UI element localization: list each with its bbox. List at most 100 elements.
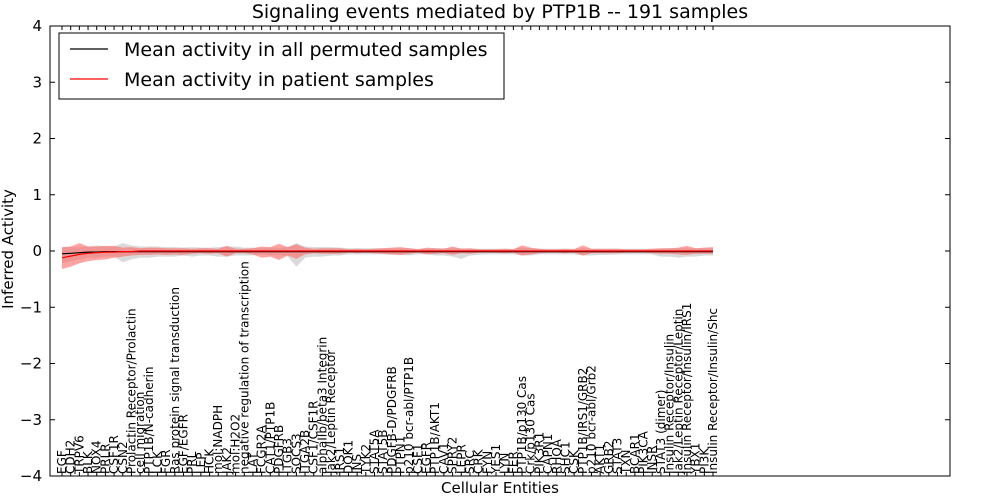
x-tick-label: mol:H2O2 [229, 414, 243, 474]
x-tick-label: FYN [480, 451, 494, 474]
x-tick-label: p210 bcr-abl/Grb2 [585, 365, 599, 474]
legend-label-permuted: Mean activity in all permuted samples [124, 39, 487, 61]
y-tick-label: 2 [32, 130, 42, 148]
y-tick-label: −1 [20, 298, 42, 316]
x-tick-label: TRPV6 [72, 435, 86, 475]
x-tick-label: PTP1B/N-cadherin [142, 367, 156, 474]
x-tick-label: LCK [151, 450, 165, 474]
x-tick-label: PTP1B/p130 Cas [515, 376, 529, 474]
x-tick-label: Prolactin Receptor/Prolactin [124, 308, 138, 474]
x-tick-label: TXN [619, 449, 633, 475]
x-tick-label: FER [506, 451, 520, 474]
y-tick-label: −3 [20, 411, 42, 429]
x-tick-label: alphaIIb/beta3 Integrin [315, 337, 329, 474]
spread-bands [62, 243, 713, 269]
x-tick-label: BLK [81, 450, 95, 474]
x-tick-label: SPRY2 [446, 437, 460, 474]
x-tick-label: PRLR [98, 443, 112, 474]
x-tick-label: FGR [159, 449, 173, 474]
x-tick-label: PRL [185, 451, 199, 474]
x-tick-label: LYN [498, 453, 512, 474]
y-tick-label: −4 [20, 467, 42, 485]
x-tick-label: p210 bcr-abl/PTP1B [402, 357, 416, 474]
x-tick-label: PIK3R1 [532, 432, 546, 474]
x-tick-label: BCAR1 [628, 433, 642, 474]
x-tick-label: Jak2/Leptin Receptor [324, 350, 338, 475]
x-tick-label: INSR [645, 446, 659, 474]
x-tick-label: CAPN1 [541, 434, 555, 474]
x-tick-label: PDGFRB [272, 425, 286, 474]
x-tick-label: CSF1R [107, 435, 121, 474]
x-tick-label: Ras protein signal transduction [168, 287, 182, 474]
x-axis-label: Cellular Entities [441, 479, 559, 497]
x-tick-label: PTP1B/AKT1 [428, 402, 442, 474]
x-tick-label: INS [350, 454, 364, 474]
x-tick-label: CDH2 [64, 440, 78, 474]
x-tick-label: PTPN1 [394, 436, 408, 474]
y-tick-label: 1 [32, 186, 42, 204]
x-tick-label: HCK [203, 448, 217, 474]
x-tick-label: STAT5B [376, 430, 390, 475]
x-tick-label: TYK2 [359, 444, 373, 475]
x-tick-label: EGF [55, 450, 69, 474]
x-tick-label: IRS1 [333, 447, 347, 474]
legend-label-patient: Mean activity in patient samples [124, 69, 434, 91]
x-tick-label: LEPR [454, 444, 468, 474]
x-tick-label: CSK [567, 449, 581, 474]
x-tick-label: cell migration [133, 392, 147, 474]
x-tick-label: CAV1 [437, 442, 451, 474]
x-tick-label: AKT1 [593, 444, 607, 474]
y-ticks: 4 3 2 1 0 −1 −2 −3 −4 [20, 17, 950, 485]
series-lines [61, 250, 713, 259]
x-tick-label: ITGA2B [298, 430, 312, 474]
x-tick-label: PI3K [697, 447, 711, 474]
x-tick-label: PTP1B/IRS1/GRB2 [576, 368, 590, 474]
x-tick-label: negative regulation of transcription [237, 261, 251, 474]
x-tick-label: JAK2 [220, 447, 234, 475]
y-tick-label: −2 [20, 355, 42, 373]
x-ticks: EGFCDH2TRPV6BLKNOX4PRLRCSF1RCSN2Prolacti… [55, 26, 720, 476]
x-tick-label: CAT1/PTP1B [263, 402, 277, 474]
x-tick-label: LEP [194, 452, 208, 474]
x-tick-label: YBX1 [689, 443, 703, 475]
x-tick-label: Insulin Receptor/Insulin/IRS1 [680, 303, 694, 474]
x-tick-label: EGF/EGFR [177, 414, 191, 474]
legend-box [58, 32, 505, 100]
x-tick-label: Crk/p130 Cas [524, 393, 538, 474]
x-tick-label: DOK1 [341, 440, 355, 474]
x-tick-label: CSF1/CSF1R [307, 401, 321, 474]
legend: Mean activity in all permuted samples Me… [58, 32, 505, 100]
x-tick-label: PIK3CA [637, 430, 651, 474]
x-tick-label: GRB2 [602, 440, 616, 474]
x-tick-label: CSF1 [411, 443, 425, 474]
x-tick-label: NOX4 [90, 440, 104, 474]
chart-title: Signaling events mediated by PTP1B -- 19… [252, 1, 748, 23]
x-tick-label: CSN2 [116, 441, 130, 474]
x-tick-label: SRC [463, 450, 477, 474]
x-tick-label: STAT3 (dimer) [654, 390, 668, 474]
x-tick-label: STAT3 [611, 438, 625, 474]
series-line-patient [61, 250, 713, 259]
x-tick-label: PDGFB-D/PDGFRB [385, 366, 399, 474]
x-tick-label: SHC1 [558, 441, 572, 474]
plot-frame [49, 25, 951, 477]
x-tick-label: Insulin Receptor/Insulin/Shc [706, 308, 720, 474]
x-tick-label: FCGR2A [255, 424, 269, 474]
x-tick-label: STAT5A [368, 429, 382, 474]
x-tick-label: EGFR [420, 442, 434, 474]
y-axis-label: Inferred Activity [0, 189, 17, 309]
x-tick-label: mol:NADPH [211, 405, 225, 474]
band-permuted [62, 243, 713, 267]
x-tick-label: YES1 [489, 444, 503, 475]
y-tick-label: 3 [32, 73, 42, 91]
y-tick-label: 0 [32, 242, 42, 260]
x-tick-label: SOCS3 [289, 433, 303, 474]
x-tick-label: Insulin Receptor/Insulin [663, 334, 677, 474]
x-tick-label: CRK [472, 448, 486, 474]
band-patient [62, 243, 713, 269]
x-tick-label: LAT [246, 452, 260, 474]
x-tick-label: RHOA [550, 438, 564, 474]
y-tick-label: 4 [32, 17, 42, 35]
x-tick-label: ITGB3 [281, 438, 295, 474]
